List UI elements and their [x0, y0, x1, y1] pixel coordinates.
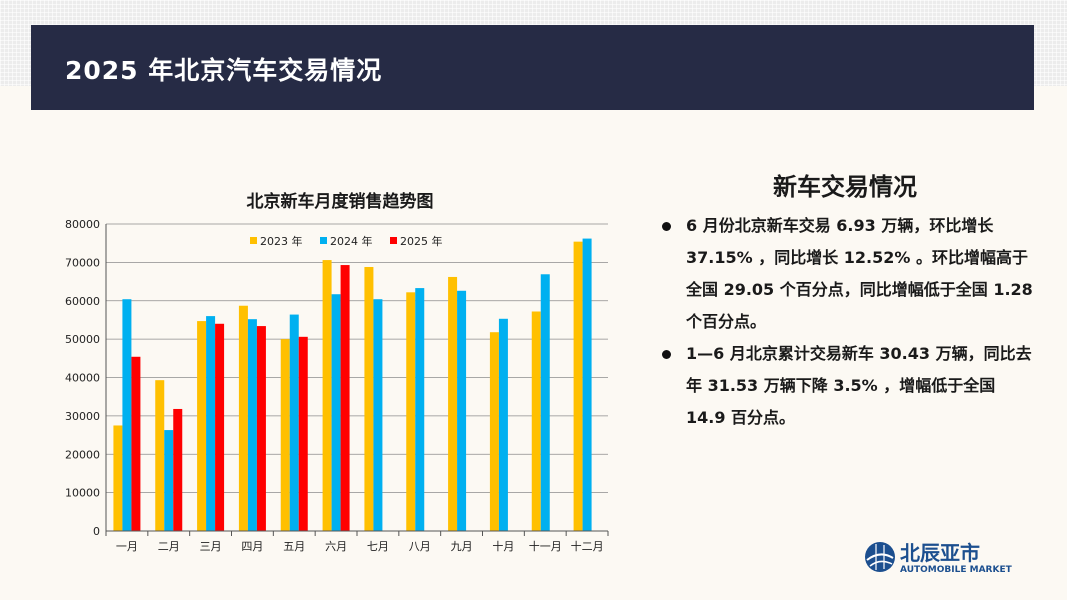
x-tick-label: 七月 — [367, 540, 389, 553]
bar — [573, 241, 583, 531]
grid-layer — [106, 223, 608, 532]
bar — [122, 299, 132, 531]
y-tick-label: 50000 — [65, 333, 100, 346]
bar — [238, 305, 248, 531]
bar — [197, 321, 207, 531]
bar — [155, 380, 165, 531]
x-tick-label: 一月 — [116, 540, 138, 553]
bar — [164, 430, 174, 531]
y-tick-label: 20000 — [65, 448, 100, 461]
bar — [289, 314, 299, 531]
logo-name: 北辰亚市 — [900, 541, 980, 565]
bar — [489, 332, 499, 531]
bar — [364, 266, 374, 531]
legend: 2023 年 2024 年 2025 年 — [250, 234, 443, 248]
bar — [582, 238, 592, 531]
bar — [448, 276, 458, 531]
legend-label: 2023 年 — [260, 234, 303, 248]
legend-label: 2025 年 — [400, 234, 443, 248]
logo-subtitle: AUTOMOBILE MARKET — [900, 565, 1012, 575]
bar — [206, 316, 216, 531]
legend-swatch — [320, 237, 327, 244]
bar — [173, 408, 183, 531]
company-logo: 北辰亚市 AUTOMOBILE MARKET — [862, 538, 1013, 578]
bar-chart: 北京新车月度销售趋势图 0 10000 20000 30000 40000 50000 60… — [65, 191, 609, 553]
bar — [298, 336, 308, 531]
x-tick-label: 十二月 — [571, 539, 604, 553]
bar — [280, 339, 290, 531]
y-tick-label: 10000 — [65, 487, 100, 500]
bullet-dot-icon — [662, 350, 671, 359]
x-tick-label: 三月 — [200, 540, 222, 553]
bullet-list: 6 月份北京新车交易 6.93 万辆，环比增长 37.15% ，同比增长 12.… — [660, 210, 1040, 434]
y-tick-label: 40000 — [65, 372, 100, 385]
bar — [331, 294, 341, 531]
bullet-text: 6 月份北京新车交易 6.93 万辆，环比增长 37.15% ，同比增长 12.… — [686, 216, 1033, 331]
bar — [498, 318, 508, 531]
bar — [415, 288, 425, 531]
bar — [340, 265, 350, 531]
legend-swatch — [250, 237, 257, 244]
bar — [131, 356, 141, 531]
y-tick-label: 0 — [93, 525, 100, 538]
axis-layer: 0 10000 20000 30000 40000 50000 60000 70000 8000… — [65, 218, 609, 553]
x-tick-label: 五月 — [283, 540, 305, 553]
bar — [113, 425, 123, 531]
x-tick-label: 八月 — [409, 540, 431, 553]
bullet-item: 6 月份北京新车交易 6.93 万辆，环比增长 37.15% ，同比增长 12.… — [660, 210, 1040, 338]
info-panel: 新车交易情况 6 月份北京新车交易 6.93 万辆，环比增长 37.15% ，同… — [660, 170, 1040, 434]
y-tick-label: 80000 — [65, 218, 100, 231]
bullet-dot-icon — [662, 222, 671, 231]
y-tick-label: 70000 — [65, 256, 100, 269]
legend-label: 2024 年 — [330, 234, 373, 248]
bar — [540, 274, 550, 531]
bullet-text: 1—6 月北京累计交易新车 30.43 万辆，同比去年 31.53 万辆下降 3… — [686, 344, 1032, 427]
y-tick-label: 30000 — [65, 410, 100, 423]
x-tick-label: 九月 — [451, 540, 473, 553]
x-tick-label: 六月 — [325, 540, 347, 553]
bar — [215, 323, 225, 531]
bar — [322, 260, 332, 531]
bar — [373, 299, 383, 531]
bar — [457, 290, 467, 531]
x-tick-label: 十月 — [492, 539, 514, 553]
legend-swatch — [390, 237, 397, 244]
bar-layer — [113, 238, 592, 531]
bar — [406, 292, 416, 531]
chart-title: 北京新车月度销售趋势图 — [247, 191, 434, 212]
chart-area: 北京新车月度销售趋势图 0 10000 20000 30000 40000 50000 60… — [50, 180, 620, 560]
globe-icon — [865, 542, 895, 572]
logo-graphic: 北辰亚市 AUTOMOBILE MARKET — [865, 541, 1013, 575]
bullet-item: 1—6 月北京累计交易新车 30.43 万辆，同比去年 31.53 万辆下降 3… — [660, 338, 1040, 434]
x-tick-label: 二月 — [158, 540, 180, 553]
x-tick-label: 四月 — [241, 540, 263, 553]
bar — [256, 326, 266, 531]
slide-title: 2025 年北京汽车交易情况 — [65, 56, 383, 85]
bar — [247, 319, 257, 531]
x-tick-label: 十一月 — [529, 539, 562, 553]
y-tick-label: 60000 — [65, 295, 100, 308]
title-bar: 2025 年北京汽车交易情况 — [31, 25, 1034, 110]
bar — [531, 311, 541, 531]
section-title: 新车交易情况 — [773, 173, 917, 201]
